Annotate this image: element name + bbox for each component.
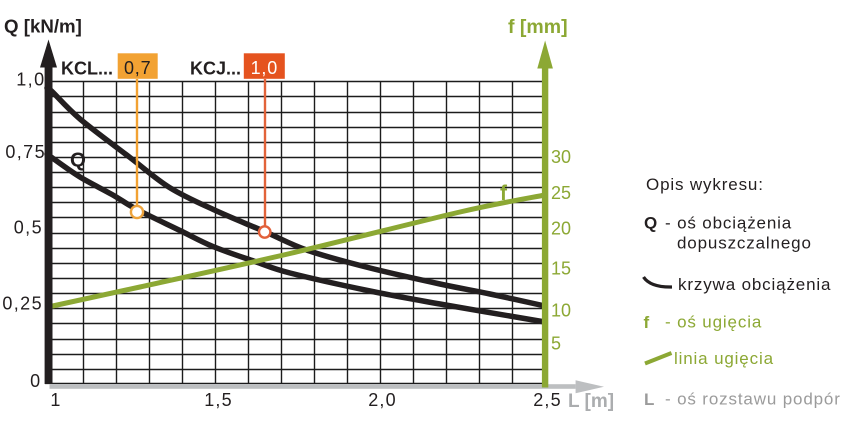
svg-text:- oś obciążenia: - oś obciążenia: [665, 214, 792, 233]
svg-text:1,0: 1,0: [16, 70, 45, 90]
svg-text:30: 30: [551, 147, 571, 167]
svg-text:5: 5: [551, 334, 561, 354]
svg-text:10: 10: [551, 301, 571, 321]
svg-text:Opis wykresu:: Opis wykresu:: [646, 175, 764, 194]
svg-text:f: f: [500, 182, 508, 205]
svg-text:0,5: 0,5: [14, 218, 43, 238]
svg-text:0,25: 0,25: [2, 294, 43, 314]
svg-text:15: 15: [551, 259, 571, 279]
svg-text:0,7: 0,7: [124, 58, 151, 78]
svg-text:- oś ugięcia: - oś ugięcia: [665, 313, 762, 332]
svg-text:1,0: 1,0: [251, 58, 278, 78]
svg-text:2,5: 2,5: [533, 390, 562, 410]
svg-text:L [m]: L [m]: [568, 391, 614, 412]
svg-text:0: 0: [30, 371, 41, 391]
svg-text:L: L: [644, 390, 654, 409]
svg-text:1: 1: [50, 390, 61, 410]
svg-text:dopuszczalnego: dopuszczalnego: [677, 234, 812, 253]
svg-text:linia ugięcia: linia ugięcia: [674, 349, 774, 368]
svg-text:f: f: [644, 313, 650, 332]
svg-text:Q: Q: [70, 149, 86, 172]
svg-text:krzywa obciążenia: krzywa obciążenia: [678, 275, 831, 294]
svg-text:2,0: 2,0: [368, 390, 397, 410]
svg-text:20: 20: [551, 219, 571, 239]
svg-text:Q: Q: [644, 214, 657, 233]
svg-text:- oś rozstawu podpór: - oś rozstawu podpór: [665, 390, 841, 409]
svg-text:0,75: 0,75: [5, 142, 46, 162]
svg-text:Q [kN/m]: Q [kN/m]: [4, 16, 82, 37]
svg-text:KCJ...: KCJ...: [190, 58, 241, 78]
svg-text:f [mm]: f [mm]: [508, 16, 568, 38]
svg-text:25: 25: [551, 183, 571, 203]
svg-text:KCL...: KCL...: [61, 58, 113, 78]
svg-text:1,5: 1,5: [204, 390, 233, 410]
